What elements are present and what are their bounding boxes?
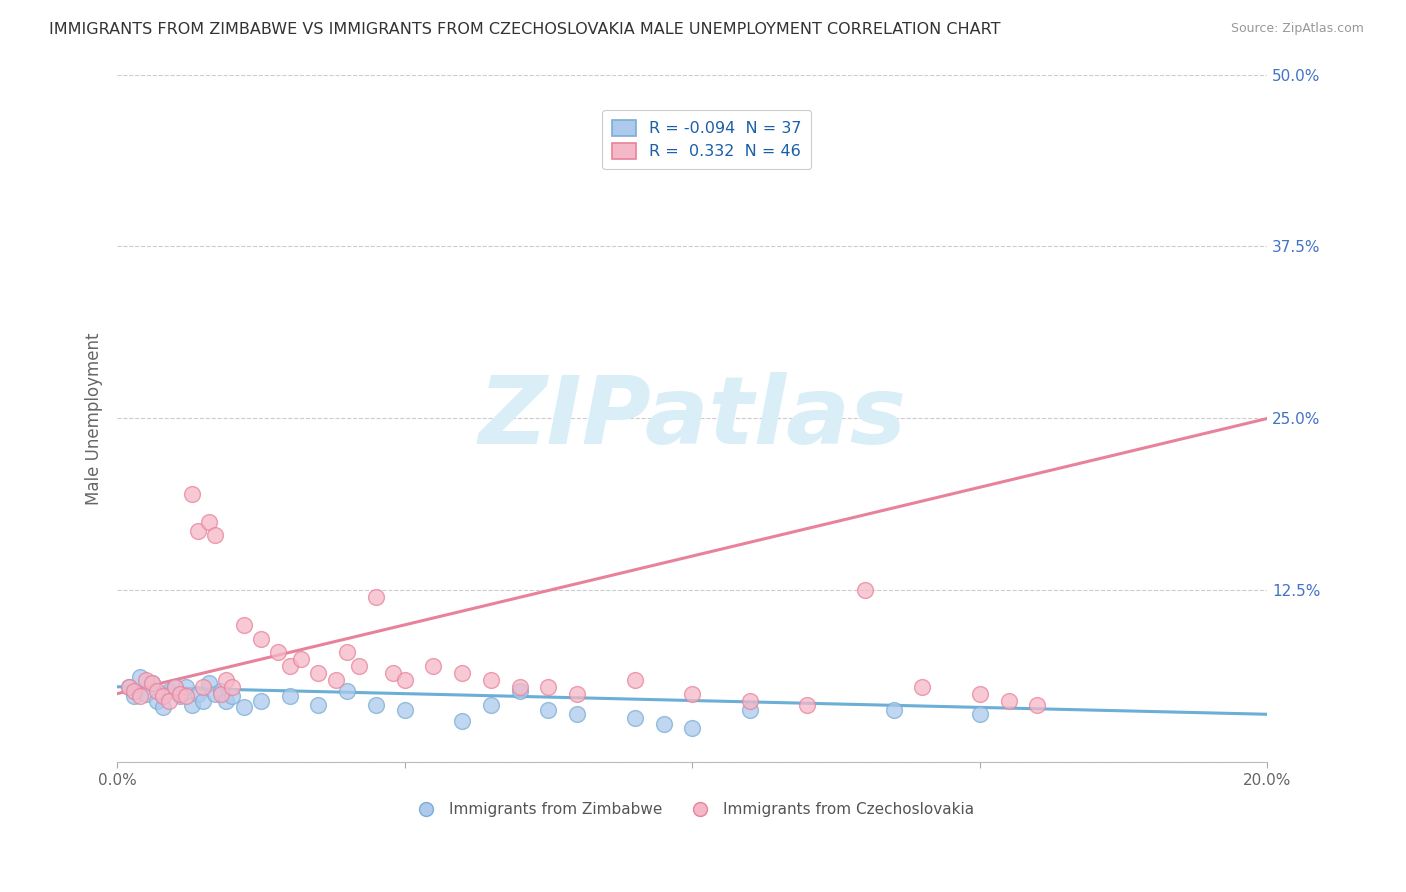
- Point: [232, 618, 254, 632]
- Point: [221, 680, 243, 694]
- Point: [479, 673, 502, 687]
- Point: [209, 687, 232, 701]
- Y-axis label: Male Unemployment: Male Unemployment: [86, 332, 103, 505]
- Point: [174, 690, 197, 704]
- Point: [146, 693, 169, 707]
- Point: [163, 680, 186, 694]
- Point: [174, 680, 197, 694]
- Point: [364, 591, 387, 605]
- Point: [509, 684, 531, 698]
- Point: [141, 675, 163, 690]
- Point: [969, 707, 991, 722]
- Point: [135, 673, 157, 687]
- Point: [118, 680, 141, 694]
- Point: [198, 675, 221, 690]
- Point: [204, 687, 226, 701]
- Point: [146, 684, 169, 698]
- Point: [141, 675, 163, 690]
- Point: [193, 693, 215, 707]
- Point: [181, 698, 204, 712]
- Point: [209, 684, 232, 698]
- Point: [169, 687, 191, 701]
- Point: [623, 711, 645, 725]
- Point: [221, 690, 243, 704]
- Point: [129, 670, 152, 684]
- Point: [738, 703, 761, 717]
- Point: [308, 665, 330, 680]
- Point: [129, 690, 152, 704]
- Point: [124, 684, 146, 698]
- Point: [1026, 698, 1049, 712]
- Point: [537, 680, 560, 694]
- Text: Source: ZipAtlas.com: Source: ZipAtlas.com: [1230, 22, 1364, 36]
- Text: ZIPatlas: ZIPatlas: [478, 373, 907, 465]
- Point: [883, 703, 905, 717]
- Point: [347, 659, 370, 673]
- Point: [187, 687, 209, 701]
- Point: [169, 690, 191, 704]
- Point: [451, 665, 474, 680]
- Point: [250, 632, 273, 646]
- Text: IMMIGRANTS FROM ZIMBABWE VS IMMIGRANTS FROM CZECHOSLOVAKIA MALE UNEMPLOYMENT COR: IMMIGRANTS FROM ZIMBABWE VS IMMIGRANTS F…: [49, 22, 1001, 37]
- Point: [278, 659, 301, 673]
- Point: [187, 524, 209, 539]
- Point: [537, 703, 560, 717]
- Point: [336, 645, 359, 659]
- Point: [163, 680, 186, 694]
- Point: [451, 714, 474, 728]
- Point: [118, 680, 141, 694]
- Point: [681, 687, 703, 701]
- Point: [308, 698, 330, 712]
- Point: [278, 690, 301, 704]
- Point: [623, 673, 645, 687]
- Point: [336, 684, 359, 698]
- Point: [250, 693, 273, 707]
- Point: [290, 652, 312, 666]
- Point: [969, 687, 991, 701]
- Point: [567, 707, 589, 722]
- Point: [325, 673, 347, 687]
- Point: [509, 680, 531, 694]
- Point: [422, 659, 444, 673]
- Point: [394, 673, 416, 687]
- Point: [198, 515, 221, 529]
- Point: [738, 693, 761, 707]
- Point: [394, 703, 416, 717]
- Point: [567, 687, 589, 701]
- Point: [267, 645, 290, 659]
- Point: [232, 700, 254, 714]
- Point: [152, 690, 174, 704]
- Point: [215, 693, 238, 707]
- Point: [997, 693, 1019, 707]
- Point: [796, 698, 818, 712]
- Point: [157, 684, 180, 698]
- Point: [124, 690, 146, 704]
- Point: [911, 680, 934, 694]
- Point: [364, 698, 387, 712]
- Point: [215, 673, 238, 687]
- Legend: Immigrants from Zimbabwe, Immigrants from Czechoslovakia: Immigrants from Zimbabwe, Immigrants fro…: [405, 797, 980, 823]
- Point: [152, 700, 174, 714]
- Point: [681, 721, 703, 735]
- Point: [652, 717, 675, 731]
- Point: [479, 698, 502, 712]
- Point: [157, 693, 180, 707]
- Point: [181, 487, 204, 501]
- Point: [193, 680, 215, 694]
- Point: [853, 583, 876, 598]
- Point: [382, 665, 405, 680]
- Point: [135, 687, 157, 701]
- Point: [204, 528, 226, 542]
